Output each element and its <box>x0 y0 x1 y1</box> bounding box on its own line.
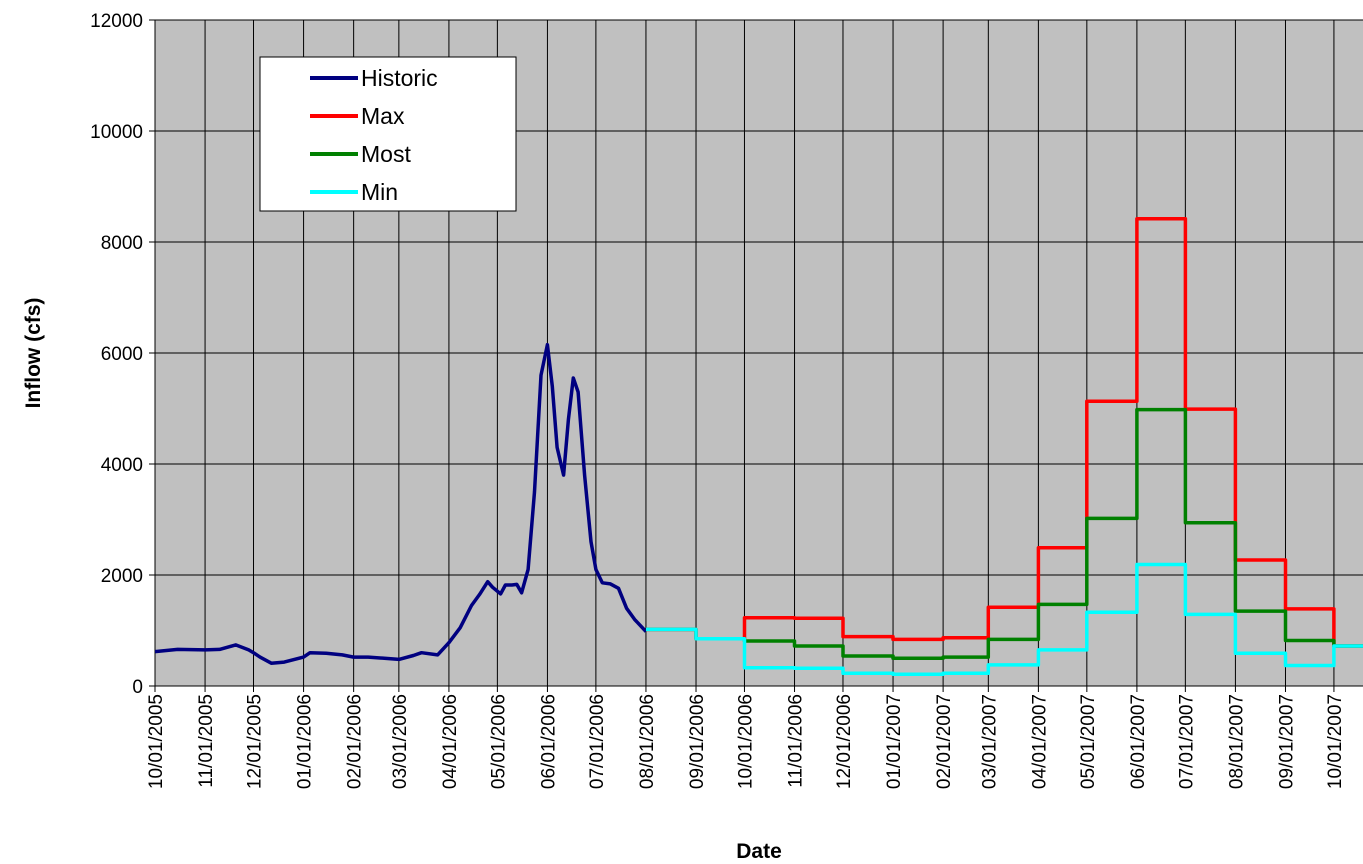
y-tick-label: 4000 <box>101 455 143 476</box>
legend-label: Max <box>361 103 405 129</box>
series-line <box>646 216 1363 648</box>
x-tick-label: 03/01/2007 <box>979 694 1000 789</box>
y-axis-title: Inflow (cfs) <box>22 298 45 409</box>
y-tick-label: 12000 <box>90 11 143 32</box>
legend-label: Historic <box>361 65 438 91</box>
series-line <box>646 407 1363 661</box>
x-tick-label: 02/01/2007 <box>934 694 955 789</box>
x-tick-label: 03/01/2006 <box>390 694 411 789</box>
x-tick-label: 11/01/2006 <box>786 694 807 788</box>
legend-label: Most <box>361 141 411 167</box>
y-tick-label: 2000 <box>101 566 143 587</box>
x-axis-title: Date <box>736 840 782 863</box>
x-tick-label: 12/01/2005 <box>245 694 266 789</box>
x-tick-label: 10/01/2005 <box>146 694 167 789</box>
x-tick-label: 06/01/2007 <box>1128 694 1149 789</box>
legend-box <box>259 56 517 212</box>
x-tick-label: 07/01/2007 <box>1176 694 1197 789</box>
x-tick-label: 01/01/2007 <box>884 694 905 789</box>
x-tick-label: 04/01/2007 <box>1029 694 1050 789</box>
x-tick-label: 09/01/2007 <box>1276 694 1297 789</box>
y-tick-label: 6000 <box>101 344 143 365</box>
series-group <box>155 216 1363 677</box>
y-tick-label: 8000 <box>101 233 143 254</box>
series-line <box>155 342 648 665</box>
x-tick-label: 05/01/2006 <box>488 694 509 789</box>
x-tick-label: 02/01/2006 <box>345 694 366 789</box>
x-tick-label: 08/01/2007 <box>1226 694 1247 789</box>
x-tick-label: 05/01/2007 <box>1078 694 1099 789</box>
y-tick-label: 0 <box>132 677 143 698</box>
x-tick-label: 01/01/2006 <box>295 694 316 789</box>
x-tick-label: 08/01/2006 <box>637 694 658 789</box>
x-tick-label: 10/01/2006 <box>735 694 756 789</box>
x-tick-label: 09/01/2006 <box>687 694 708 789</box>
x-tick-label: 12/01/2006 <box>834 694 855 789</box>
y-tick-label: 10000 <box>90 122 143 143</box>
x-tick-label: 10/01/2007 <box>1325 694 1346 789</box>
legend-label: Min <box>361 179 398 205</box>
x-tick-label: 06/01/2006 <box>538 694 559 789</box>
series-line <box>646 562 1363 677</box>
x-tick-label: 04/01/2006 <box>440 694 461 789</box>
x-tick-label: 11/01/2005 <box>196 694 217 788</box>
x-tick-label: 07/01/2006 <box>587 694 608 789</box>
